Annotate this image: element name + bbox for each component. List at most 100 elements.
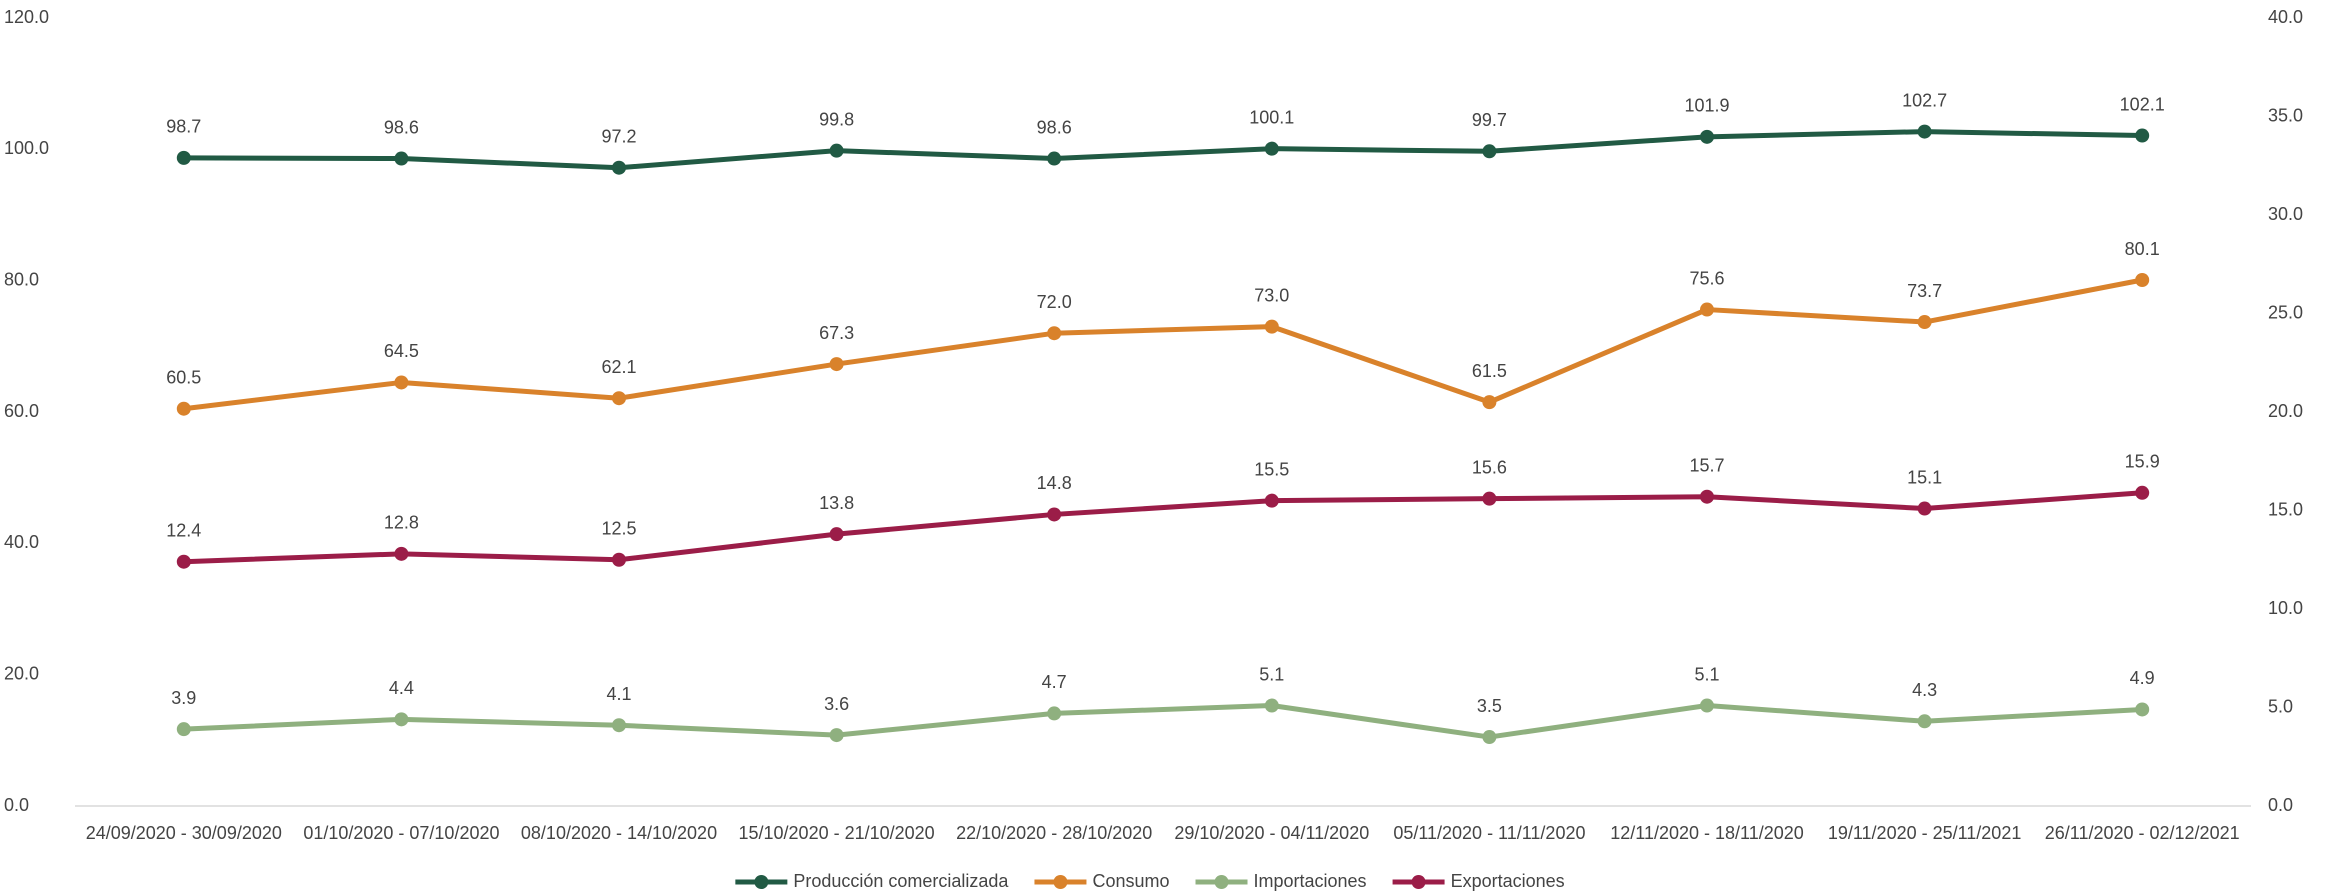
- x-tick-label: 15/10/2020 - 21/10/2020: [739, 823, 935, 843]
- x-tick-label: 19/11/2020 - 25/11/2021: [1828, 823, 2022, 843]
- data-label: 98.6: [384, 117, 419, 137]
- data-point: [1047, 151, 1062, 166]
- data-point: [829, 357, 844, 372]
- data-label: 3.5: [1477, 696, 1502, 716]
- y2-tick-label: 25.0: [2268, 302, 2303, 322]
- y-tick-label: 40.0: [4, 532, 39, 552]
- data-point: [1482, 730, 1497, 745]
- series-line: [183, 703, 2143, 740]
- data-label: 12.4: [166, 520, 201, 540]
- data-point: [1047, 507, 1062, 522]
- legend-marker: [1214, 875, 1229, 889]
- data-label: 64.5: [384, 341, 419, 361]
- data-point: [1047, 706, 1062, 721]
- data-point: [1264, 319, 1279, 334]
- data-label: 61.5: [1472, 361, 1507, 381]
- series-line: [183, 129, 2143, 171]
- data-label: 4.4: [389, 678, 414, 698]
- data-point: [1700, 489, 1714, 504]
- y2-tick-label: 20.0: [2268, 401, 2303, 421]
- data-label: 15.6: [1472, 457, 1507, 477]
- x-tick-label: 05/11/2020 - 11/11/2020: [1393, 823, 1585, 843]
- x-tick-label: 26/11/2020 - 02/12/2021: [2045, 823, 2240, 843]
- data-label: 98.7: [166, 117, 201, 137]
- x-tick-label: 24/09/2020 - 30/09/2020: [86, 823, 282, 843]
- data-label: 4.1: [606, 684, 631, 704]
- data-label: 101.9: [1684, 96, 1729, 116]
- data-label: 15.7: [1689, 455, 1724, 475]
- y2-tick-label: 5.0: [2268, 696, 2293, 716]
- y-tick-label: 60.0: [4, 401, 39, 421]
- y2-tick-label: 10.0: [2268, 598, 2303, 618]
- data-label: 73.7: [1907, 281, 1942, 301]
- y2-tick-label: 0.0: [2268, 795, 2293, 815]
- data-point: [829, 527, 844, 542]
- data-point: [1917, 315, 1932, 330]
- data-label: 12.5: [601, 519, 636, 539]
- data-label: 102.1: [2120, 94, 2165, 114]
- x-tick-label: 29/10/2020 - 04/11/2020: [1174, 823, 1369, 843]
- data-point: [612, 552, 626, 567]
- data-point: [2135, 128, 2150, 143]
- data-label: 4.9: [2130, 668, 2155, 688]
- data-label: 15.1: [1907, 467, 1942, 487]
- y2-tick-label: 30.0: [2268, 204, 2303, 224]
- data-label: 97.2: [601, 126, 636, 146]
- data-point: [1264, 493, 1279, 508]
- data-label: 5.1: [1694, 664, 1719, 684]
- series-line: [183, 490, 2143, 565]
- legend-label: Consumo: [1092, 871, 1169, 891]
- legend-marker: [1053, 875, 1068, 889]
- y-tick-label: 20.0: [4, 663, 39, 683]
- data-label: 13.8: [819, 493, 854, 513]
- data-point: [1482, 491, 1497, 506]
- data-label: 72.0: [1037, 292, 1072, 312]
- y2-tick-label: 40.0: [2268, 7, 2303, 27]
- x-tick-label: 08/10/2020 - 14/10/2020: [521, 823, 717, 843]
- x-tick-label: 01/10/2020 - 07/10/2020: [303, 823, 499, 843]
- data-point: [829, 143, 844, 158]
- data-point: [394, 546, 409, 561]
- legend-label: Exportaciones: [1451, 871, 1565, 891]
- y-tick-label: 100.0: [4, 138, 49, 158]
- x-tick-label: 12/11/2020 - 18/11/2020: [1610, 823, 1804, 843]
- data-label: 14.8: [1037, 473, 1072, 493]
- data-point: [1700, 698, 1714, 713]
- data-point: [2135, 702, 2150, 717]
- data-label: 100.1: [1249, 107, 1294, 127]
- data-point: [394, 375, 409, 390]
- legend-label: Importaciones: [1254, 871, 1367, 891]
- y2-tick-label: 15.0: [2268, 499, 2303, 519]
- legend-marker: [754, 875, 769, 889]
- data-label: 4.3: [1912, 680, 1937, 700]
- data-point: [1917, 714, 1932, 729]
- data-point: [1482, 395, 1497, 410]
- data-point: [2135, 485, 2150, 500]
- y-tick-label: 0.0: [4, 795, 29, 815]
- data-point: [1482, 144, 1497, 159]
- data-label: 15.9: [2125, 452, 2160, 472]
- data-point: [176, 722, 191, 737]
- y-tick-label: 80.0: [4, 269, 39, 289]
- series-line: [183, 277, 2143, 412]
- data-label: 62.1: [601, 357, 636, 377]
- data-point: [829, 728, 844, 743]
- data-point: [1917, 124, 1932, 139]
- data-point: [176, 554, 191, 569]
- legend-label: Producción comercializada: [793, 871, 1009, 891]
- data-label: 5.1: [1259, 664, 1284, 684]
- data-label: 99.8: [819, 109, 854, 129]
- data-point: [176, 150, 191, 165]
- data-label: 80.1: [2125, 239, 2160, 259]
- data-label: 102.7: [1902, 90, 1947, 110]
- data-point: [1047, 326, 1062, 341]
- data-point: [394, 151, 409, 166]
- y-tick-label: 120.0: [4, 7, 49, 27]
- data-label: 3.9: [171, 688, 196, 708]
- data-label: 3.6: [824, 694, 849, 714]
- data-label: 4.7: [1042, 672, 1067, 692]
- data-point: [1700, 302, 1714, 317]
- data-label: 67.3: [819, 323, 854, 343]
- data-label: 12.8: [384, 513, 419, 533]
